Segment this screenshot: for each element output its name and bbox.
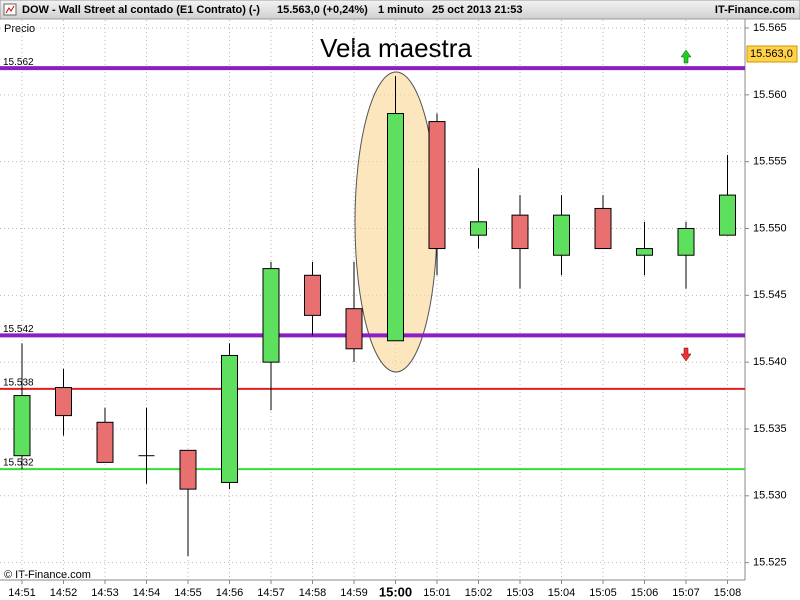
candle-body [511,214,529,250]
x-tick-label: 15:03 [506,587,534,599]
candle-body [719,194,736,236]
level-label: 15.538 [3,378,34,389]
y-tick-label: 15.565 [753,22,787,34]
x-tick-label: 14:59 [340,587,368,599]
y-tick-label: 15.545 [753,289,787,301]
y-tick-label: 15.540 [753,356,787,368]
y-tick-label: 15.535 [753,423,787,435]
datetime: 25 oct 2013 21:53 [432,4,523,16]
x-tick-label: 14:51 [8,587,36,599]
down-arrow [680,347,692,362]
level-label: 15.542 [3,324,34,335]
x-tick-label: 14:54 [133,587,161,599]
icon [5,5,15,14]
candle-body [221,354,238,483]
candle-body [55,387,72,417]
x-tick-label: 15:06 [631,587,659,599]
x-tick-label: 15:01 [423,587,451,599]
x-tick-label: 14:53 [91,587,119,599]
chart-title: Vela maestra [320,33,472,63]
x-tick-label: 15:02 [465,587,493,599]
candle-body [262,268,280,363]
y-label: Precio [4,23,35,35]
level-label: 15.562 [3,57,34,68]
y-tick-label: 15.525 [753,557,787,569]
title-bar [0,0,800,20]
x-tick-label: 15:00 [379,584,412,599]
interval: 1 minuto [378,4,424,16]
candle-body [387,113,404,342]
candle-body [594,207,612,250]
x-tick-label: 14:57 [257,587,285,599]
y-tick-label: 15.560 [753,89,787,101]
y-tick-label: 15.550 [753,222,787,234]
candle-body [13,395,31,457]
candle-body [428,121,446,250]
x-tick-label: 15:05 [589,587,617,599]
x-tick-label: 14:55 [174,587,202,599]
x-tick-label: 15:08 [714,587,742,599]
price: 15.563,0 (+0,24%) [277,4,368,16]
candle-body [553,214,570,256]
candle-body [179,449,197,490]
candle-body [96,421,114,463]
x-tick-label: 15:04 [548,587,576,599]
brand: IT-Finance.com [715,4,795,16]
price-badge-text: 15.563,0 [750,48,793,60]
x-tick-label: 14:56 [216,587,244,599]
copyright: © IT-Finance.com [4,569,91,581]
candle-body [345,308,363,350]
x-tick-label: 15:07 [672,587,700,599]
symbol: DOW - Wall Street al contado (E1 Contrat… [22,4,260,16]
y-tick-label: 15.530 [753,490,787,502]
price-badge [746,45,798,63]
x-tick-label: 14:52 [50,587,78,599]
candle-body [304,274,321,316]
candle-body [470,221,487,236]
candle-body [636,248,653,256]
up-arrow [680,49,692,64]
y-tick-label: 15.555 [753,156,787,168]
x-tick-label: 14:58 [299,587,327,599]
level-label: 15.532 [3,458,34,469]
candle-body [677,227,695,256]
